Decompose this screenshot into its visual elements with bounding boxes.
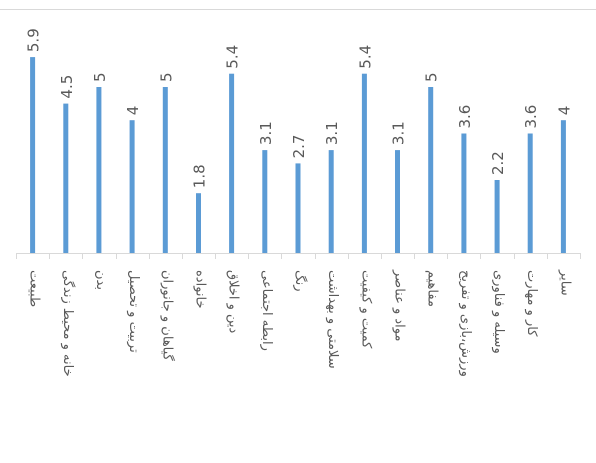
category-label: ورزش،بازی و تفریح — [458, 270, 473, 377]
bar — [527, 133, 533, 253]
category-label: سایر — [557, 269, 572, 296]
bar — [361, 73, 367, 253]
data-label: 5 — [157, 72, 175, 82]
bar — [129, 120, 135, 253]
category-label: وسیله و فناوری — [491, 270, 506, 354]
data-label: 3.6 — [456, 105, 474, 129]
data-label: 5.4 — [224, 45, 242, 69]
category-label: خانواده — [193, 270, 208, 309]
bar — [196, 193, 201, 253]
bar — [461, 133, 467, 253]
bar — [295, 163, 301, 253]
data-label: 2.2 — [489, 151, 507, 175]
data-label: 1.8 — [191, 164, 209, 188]
bar — [262, 150, 268, 253]
data-label: 3.1 — [257, 121, 275, 145]
category-label: سلامتی و بهداشت — [325, 270, 340, 369]
data-label: 5 — [423, 72, 441, 82]
category-label: رنگ — [292, 270, 308, 292]
category-label: طبیعت — [27, 270, 42, 307]
bar — [328, 150, 334, 253]
chart-top-border — [0, 9, 596, 10]
category-label: خانه و محیط زندگی — [60, 270, 76, 377]
bar — [30, 57, 36, 253]
bar — [63, 103, 69, 253]
bar — [395, 150, 400, 253]
bar — [229, 73, 235, 253]
data-label: 5 — [91, 72, 109, 82]
data-label: 4 — [124, 106, 142, 116]
bar — [162, 87, 168, 253]
category-label: کار و مهارت — [524, 270, 539, 337]
category-label: بدن — [93, 270, 108, 290]
data-label: 5.9 — [25, 28, 43, 52]
data-label: 3.1 — [390, 121, 408, 145]
category-label: مفاهیم — [425, 270, 440, 307]
category-label: گیاهان و جانوران — [159, 270, 175, 362]
category-label: مواد و عناصر — [392, 269, 407, 341]
data-label: 3.6 — [522, 105, 540, 129]
data-label: 3.1 — [323, 121, 341, 145]
bar — [560, 120, 566, 253]
category-label: دین و اخلاق — [226, 270, 241, 334]
data-label: 4 — [555, 106, 573, 116]
data-label: 5.4 — [356, 45, 374, 69]
category-label: کمیت و کیفیت — [358, 270, 373, 349]
bar — [494, 180, 500, 253]
data-label: 4.5 — [58, 75, 76, 99]
data-label: 2.7 — [290, 135, 308, 159]
bar — [428, 87, 434, 253]
category-label: تربیت و تحصیل — [126, 270, 141, 353]
bar — [96, 87, 102, 253]
category-label: رابطه اجتماعی — [259, 270, 274, 351]
